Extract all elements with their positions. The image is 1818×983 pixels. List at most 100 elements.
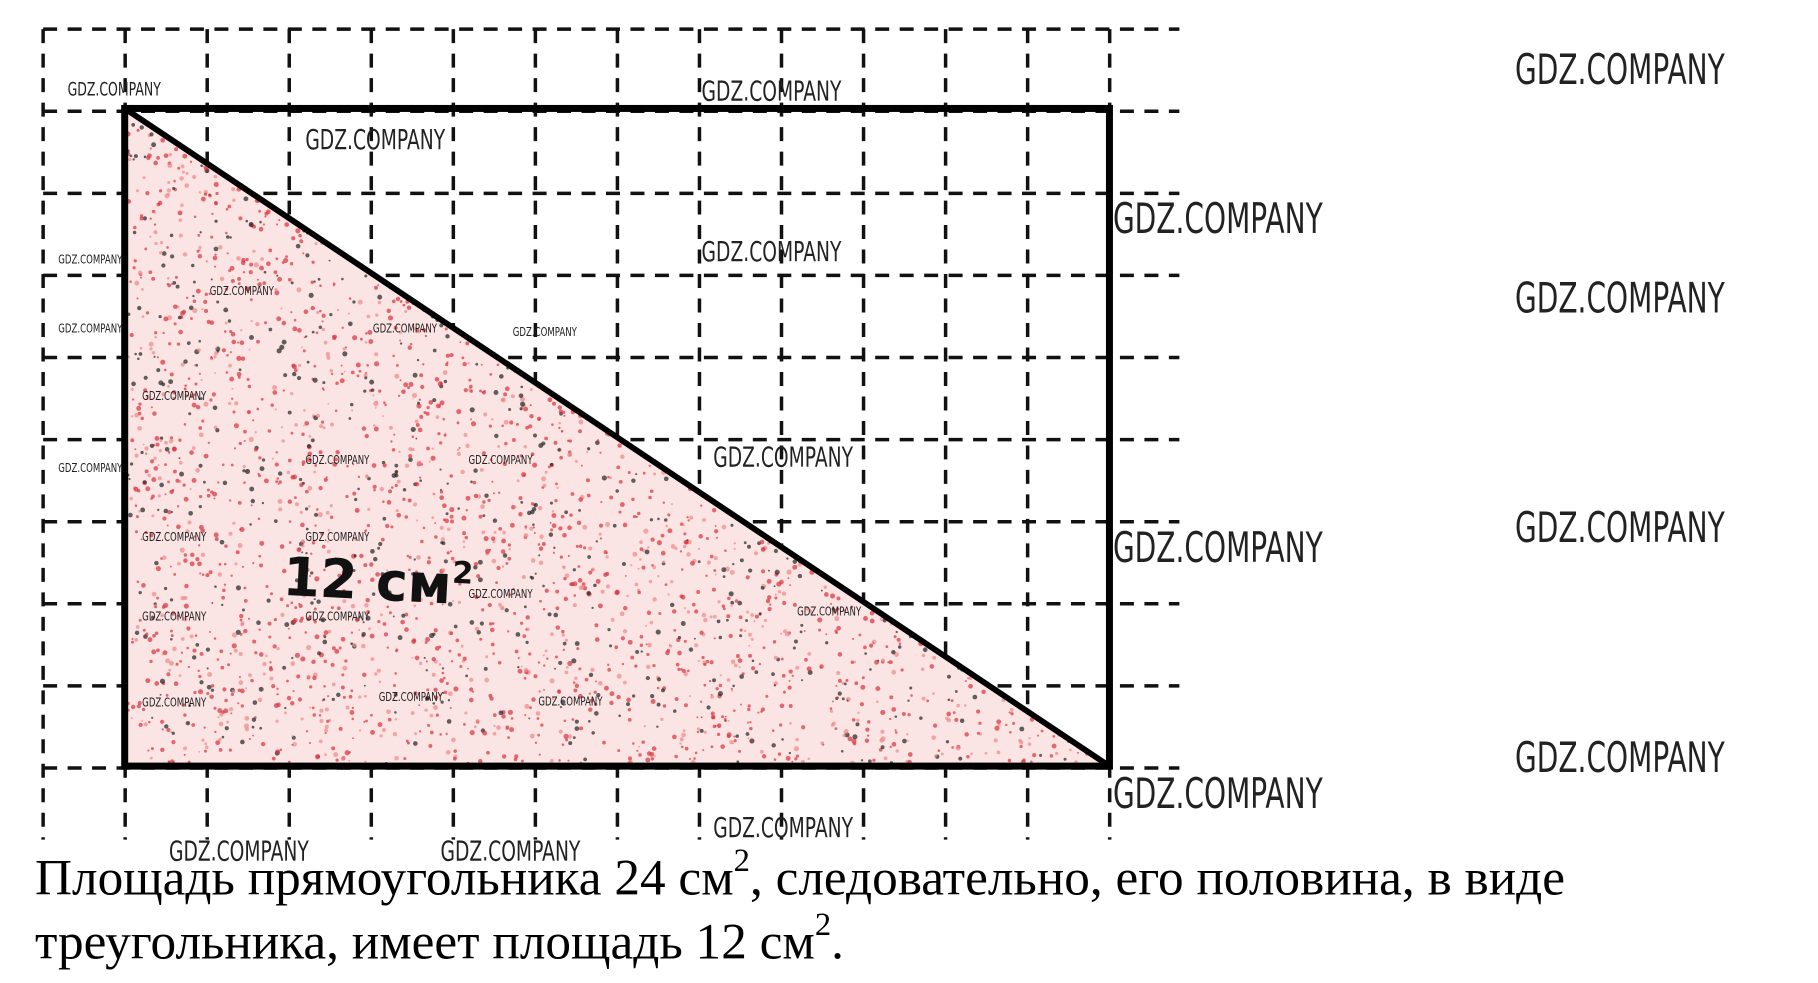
speck	[387, 315, 394, 321]
speck	[726, 678, 731, 682]
speck	[680, 568, 684, 571]
speck	[773, 548, 779, 554]
speck	[444, 518, 450, 524]
speck	[501, 538, 507, 544]
speck	[230, 279, 235, 284]
speck	[179, 659, 183, 663]
speck	[386, 605, 390, 609]
speck	[172, 390, 177, 395]
speck	[557, 405, 562, 410]
speck	[416, 555, 421, 560]
speck	[133, 154, 138, 159]
speck	[363, 720, 366, 723]
speck	[652, 663, 656, 668]
speck	[183, 359, 188, 364]
speck	[130, 717, 133, 720]
speck	[785, 631, 790, 637]
speck	[467, 667, 469, 670]
speck	[306, 360, 310, 364]
speck	[352, 463, 355, 466]
speck	[547, 465, 551, 469]
speck	[278, 219, 281, 222]
speck	[395, 364, 399, 367]
speck	[324, 753, 327, 757]
speck	[161, 263, 166, 268]
speck	[425, 660, 428, 663]
speck	[1036, 734, 1040, 737]
speck	[931, 735, 937, 740]
speck	[394, 463, 399, 468]
speck	[184, 183, 190, 188]
speck	[544, 649, 548, 653]
speck	[433, 628, 438, 633]
speck	[486, 750, 490, 755]
speck	[393, 692, 398, 697]
speck	[510, 717, 514, 720]
speck	[439, 323, 444, 328]
speck	[618, 510, 622, 514]
speck	[172, 646, 177, 652]
speck	[282, 389, 285, 392]
speck	[519, 401, 526, 407]
speck	[144, 469, 149, 474]
speck	[198, 494, 203, 499]
speck	[759, 539, 765, 545]
speck	[699, 630, 704, 635]
speck	[158, 449, 162, 453]
speck	[565, 738, 569, 742]
speck	[172, 397, 176, 400]
speck	[207, 672, 213, 677]
speck	[478, 514, 483, 519]
watermark: GDZ.COMPANY	[702, 74, 842, 107]
speck	[240, 688, 245, 694]
speck	[730, 523, 734, 527]
speck	[574, 683, 580, 688]
speck	[638, 753, 642, 757]
speck	[595, 440, 600, 446]
speck	[437, 381, 443, 387]
speck	[682, 544, 687, 549]
speck	[133, 225, 137, 230]
speck	[359, 553, 364, 559]
speck	[129, 462, 134, 466]
speck	[215, 191, 219, 196]
speck	[174, 147, 179, 152]
speck	[620, 454, 625, 459]
speck	[819, 664, 824, 669]
speck	[338, 646, 342, 650]
speck	[465, 495, 471, 501]
speck	[230, 331, 236, 337]
speck	[461, 356, 465, 360]
speck	[149, 147, 152, 150]
speck	[500, 397, 505, 402]
speck	[670, 580, 674, 584]
speck	[291, 363, 296, 368]
speck	[432, 398, 437, 403]
speck	[150, 747, 154, 751]
speck	[445, 732, 448, 736]
speck	[198, 245, 202, 249]
speck	[504, 386, 510, 392]
speck	[536, 717, 540, 720]
speck	[1012, 721, 1016, 725]
speck	[779, 723, 783, 727]
speck	[561, 629, 565, 634]
speck	[161, 251, 167, 256]
speck	[219, 712, 224, 717]
speck	[212, 405, 218, 411]
speck	[219, 649, 224, 654]
speck	[329, 515, 334, 520]
speck	[180, 595, 185, 601]
speck	[176, 342, 181, 346]
speck	[238, 680, 244, 685]
speck	[560, 514, 565, 519]
speck	[484, 677, 490, 683]
speck	[180, 637, 185, 641]
speck	[317, 651, 322, 656]
speck	[364, 341, 368, 344]
speck	[406, 554, 410, 558]
speck	[544, 470, 548, 474]
speck	[576, 647, 580, 651]
speck	[869, 643, 874, 648]
speck	[159, 482, 164, 488]
